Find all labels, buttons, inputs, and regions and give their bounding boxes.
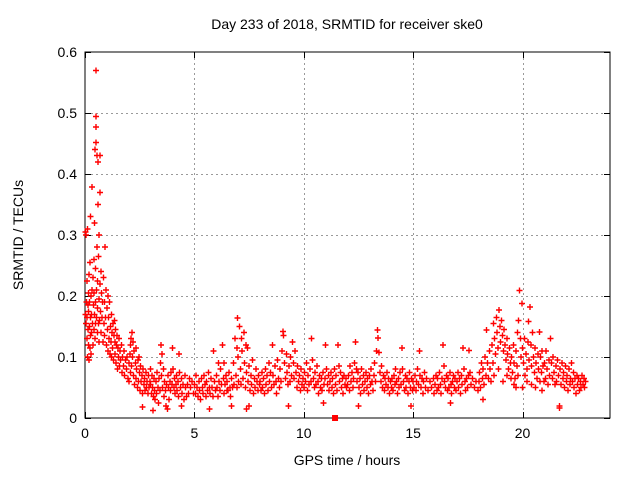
x-tick-label: 5 [190, 425, 198, 441]
x-tick-label: 10 [296, 425, 312, 441]
y-tick-label: 0.4 [58, 166, 78, 182]
x-tick-label: 15 [405, 425, 421, 441]
grid-lines [86, 53, 609, 417]
y-tick-label: 0.6 [58, 44, 78, 60]
y-tick-label: 0.1 [58, 349, 78, 365]
y-tick-label: 0 [69, 410, 77, 426]
x-axis-label: GPS time / hours [294, 452, 401, 468]
x-tick-label: 20 [515, 425, 531, 441]
chart-title: Day 233 of 2018, SRMTID for receiver ske… [211, 16, 483, 32]
tick-labels: 0 5 10 15 20 0 0.1 0.2 0.3 0.4 0.5 0.6 [58, 44, 531, 441]
y-tick-label: 0.5 [58, 105, 78, 121]
x-tick-label: 0 [81, 425, 89, 441]
y-tick-label: 0.3 [58, 227, 78, 243]
series-SRMTID-markers [82, 67, 589, 414]
series-zero-flag-marker [332, 415, 339, 421]
y-axis-label: SRMTID / TECUs [10, 180, 26, 290]
scatter-points [82, 67, 589, 421]
y-tick-label: 0.2 [58, 288, 78, 304]
